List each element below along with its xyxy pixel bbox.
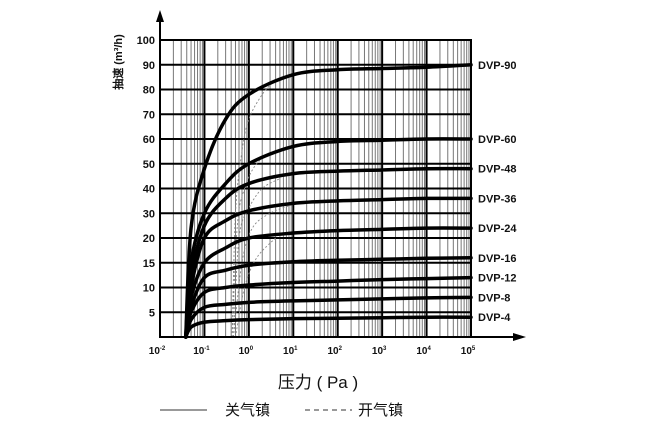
x-axis-label: 压力 ( Pa ) — [278, 373, 358, 392]
series-label: DVP-8 — [478, 292, 510, 304]
series-label: DVP-16 — [478, 253, 517, 265]
curve-dvp-48 — [184, 166, 473, 339]
curve-dvp-8 — [184, 295, 473, 339]
gas-ballast-open-curve — [233, 178, 281, 338]
series-label: DVP-48 — [478, 164, 517, 176]
legend-dashed-label: 开气镇 — [358, 402, 403, 419]
series-label: DVP-60 — [478, 134, 517, 146]
x-tick-label: 100 — [239, 346, 254, 357]
x-tick-label: 10-2 — [149, 346, 166, 357]
curve-dvp-36 — [184, 196, 473, 339]
x-axis-arrow-icon — [513, 333, 526, 341]
curve-dvp-16 — [184, 256, 473, 339]
y-tick-label: 10 — [143, 283, 155, 295]
y-tick-label: 5 — [149, 307, 155, 319]
plot-frame — [159, 39, 472, 338]
y-axis-arrow-icon — [156, 10, 164, 22]
legend-solid-label: 关气镇 — [225, 402, 270, 419]
series-label: DVP-12 — [478, 273, 517, 285]
x-tick-label: 105 — [461, 346, 476, 357]
series-label: DVP-24 — [478, 223, 517, 235]
y-tick-label: 70 — [143, 109, 155, 121]
x-tick-label: 101 — [283, 346, 298, 357]
y-tick-label: 50 — [143, 159, 155, 171]
x-tick-label: 102 — [327, 346, 342, 357]
curve-dvp-4 — [184, 315, 473, 339]
series-label: DVP-36 — [478, 193, 517, 205]
y-tick-label: 30 — [143, 208, 155, 220]
y-tick-label: 15 — [143, 258, 155, 270]
labels: 5 10 15 20 30 40 50 60 70 80 90 100 10-2 10-1 100 101 10… — [137, 35, 518, 357]
x-tick-label: 104 — [416, 346, 431, 357]
series-label: DVP-4 — [478, 312, 511, 324]
y-tick-label: 60 — [143, 134, 155, 146]
curves — [184, 63, 473, 339]
y-tick-label: 80 — [143, 85, 155, 97]
y-tick-label: 40 — [143, 184, 155, 196]
x-tick-label: 103 — [372, 346, 387, 357]
curve-dvp-12 — [184, 275, 473, 339]
series-label: DVP-90 — [478, 60, 517, 72]
y-axis-label: 抽速 (m³/h) — [111, 34, 125, 90]
y-tick-label: 90 — [143, 60, 155, 72]
x-tick-label: 10-1 — [193, 346, 210, 357]
gas-ballast-open-curve — [233, 205, 290, 338]
y-tick-label: 100 — [137, 35, 155, 47]
curve-dvp-60 — [184, 137, 473, 339]
curve-dvp-24 — [184, 226, 473, 339]
gas-ballast-open-curve — [231, 79, 276, 338]
axes — [156, 10, 526, 341]
curve-dvp-90 — [184, 63, 473, 339]
y-tick-label: 20 — [143, 233, 155, 245]
